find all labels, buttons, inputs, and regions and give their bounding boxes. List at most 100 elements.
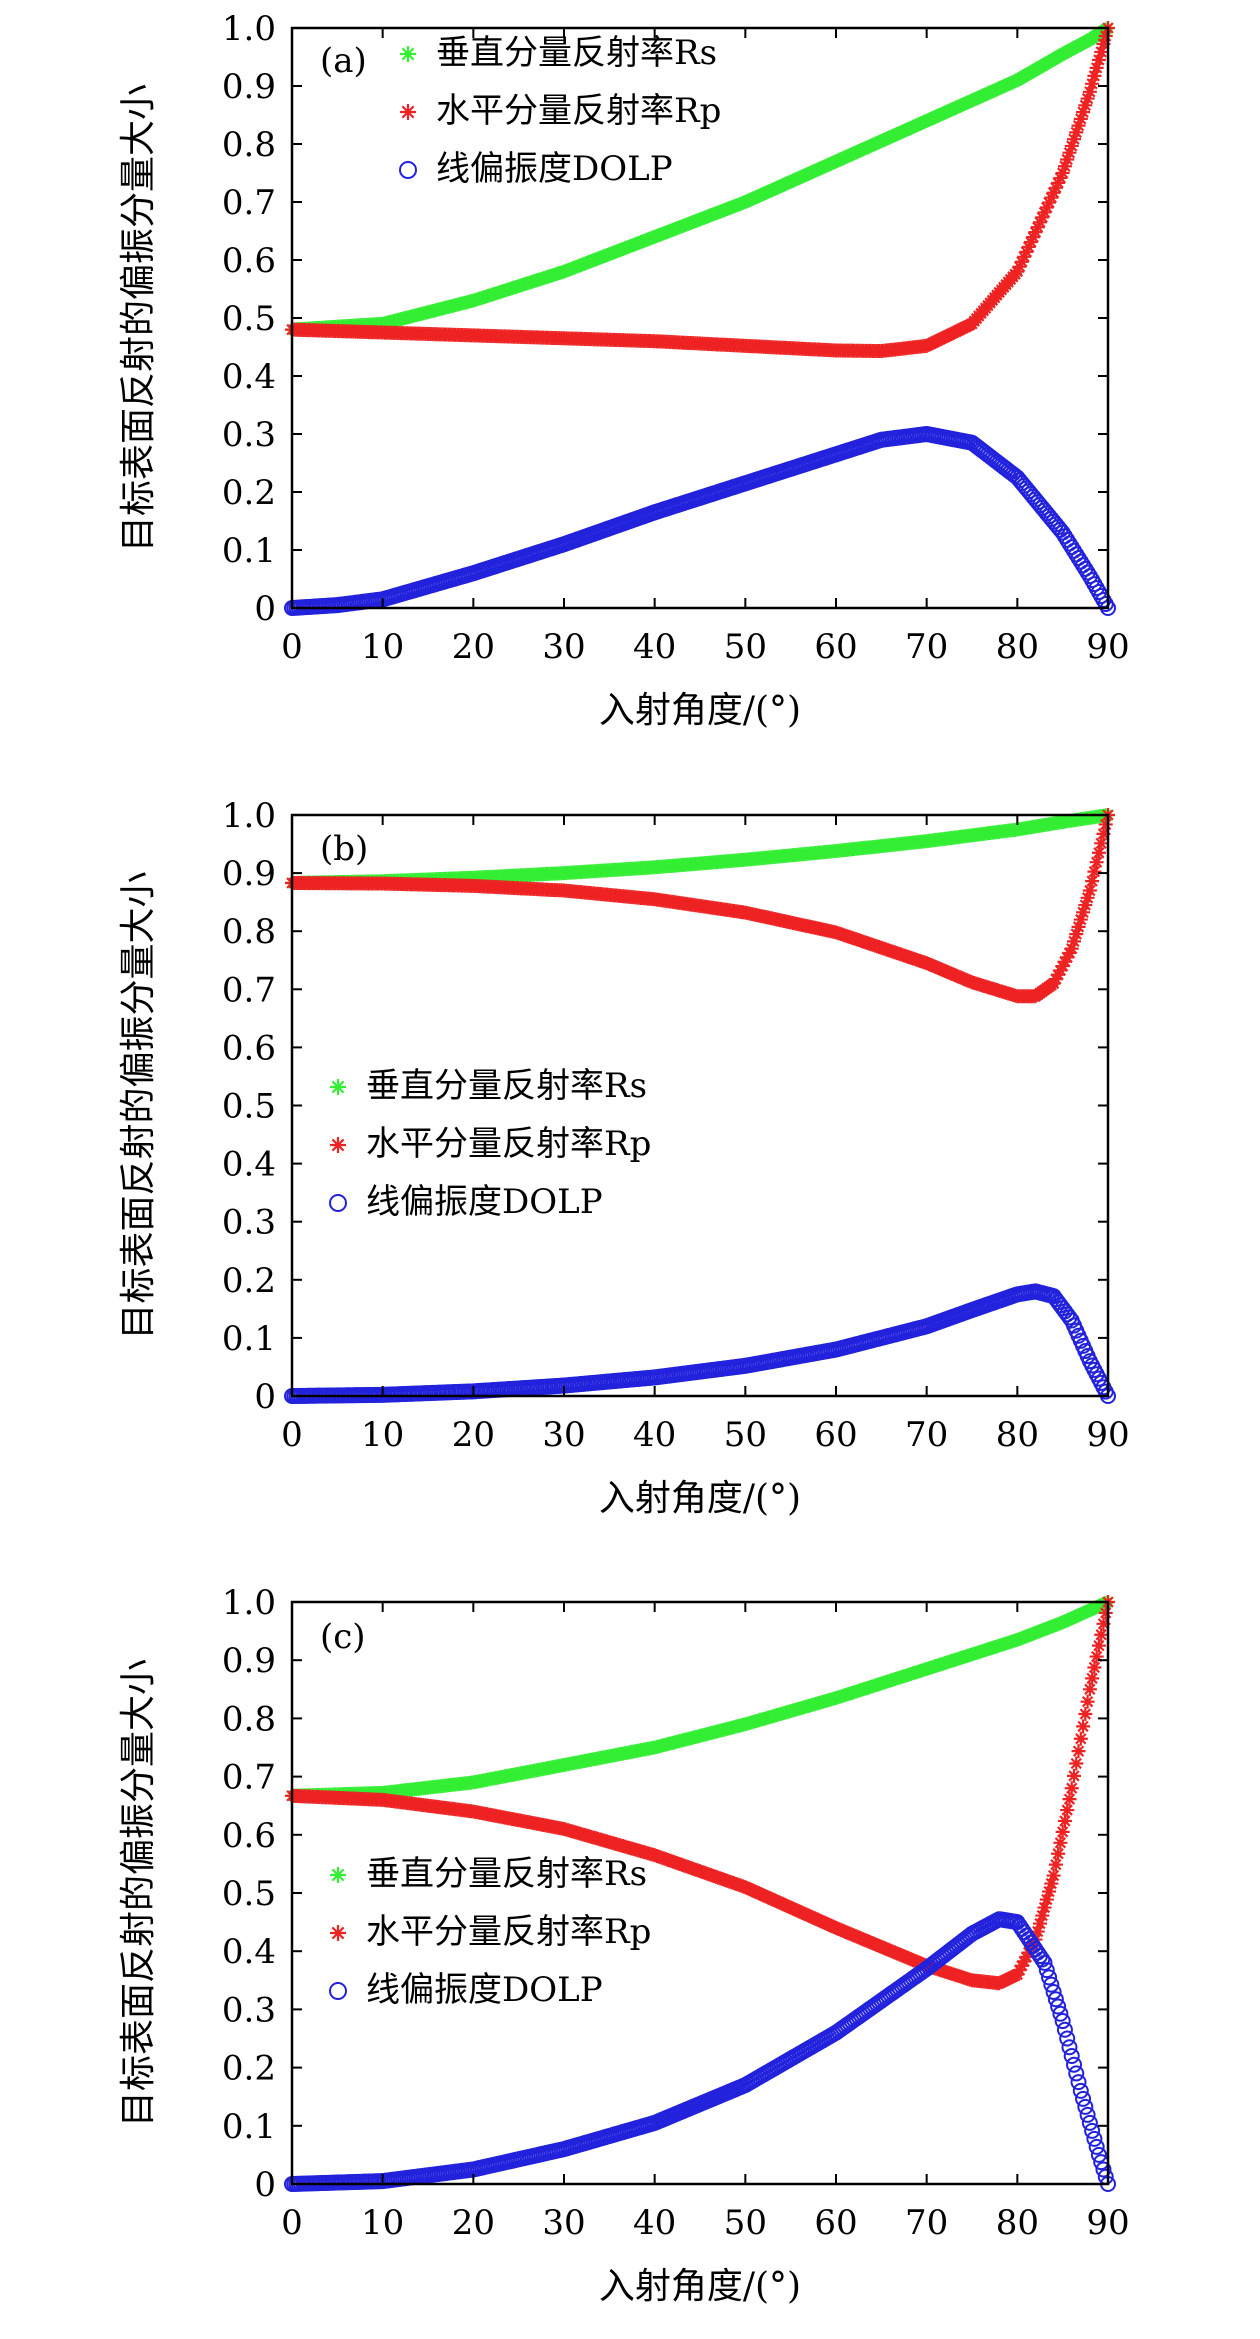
data-point <box>1067 1768 1081 1783</box>
data-point <box>1069 927 1084 942</box>
data-point <box>1043 1976 1060 1993</box>
legend-item: 线偏振度DOLP <box>329 1182 603 1222</box>
data-point <box>1035 210 1050 225</box>
data-point <box>1052 2005 1069 2022</box>
series-3 <box>284 1911 1116 2192</box>
data-point <box>1046 1868 1061 1883</box>
y-tick-label: 0.8 <box>222 1699 276 1739</box>
data-point <box>1056 2021 1073 2038</box>
x-tick-label: 80 <box>996 2203 1039 2243</box>
legend-marker <box>400 46 416 62</box>
x-tick-label: 0 <box>281 2203 303 2243</box>
legend: 垂直分量反射率Rs 水平分量反射率Rp 线偏振度DOLP <box>329 1066 651 1222</box>
data-point <box>1064 1781 1079 1796</box>
data-point <box>1019 244 1034 259</box>
y-tick-label: 1.0 <box>222 9 276 49</box>
data-point <box>1035 1908 1050 1923</box>
x-tick-label: 30 <box>542 1415 585 1455</box>
data-point <box>1080 890 1095 905</box>
y-axis-label: 目标表面反射的偏振分量大小 <box>118 84 159 552</box>
legend-label: 垂直分量反射率Rs <box>366 1854 647 1894</box>
data-point <box>1078 98 1093 113</box>
x-tick-label: 70 <box>905 627 948 667</box>
data-point <box>1039 1892 1054 1907</box>
data-point <box>1098 817 1113 832</box>
x-tick-label: 30 <box>542 627 585 667</box>
data-point <box>1062 1792 1077 1807</box>
x-tick-label: 10 <box>361 627 404 667</box>
data-point <box>1085 76 1100 91</box>
data-point <box>1053 1835 1068 1850</box>
y-tick-label: 0.3 <box>222 1990 276 2030</box>
y-tick-label: 0.7 <box>222 970 276 1010</box>
data-point <box>1051 1846 1066 1861</box>
data-point <box>1033 215 1047 230</box>
legend-label: 水平分量反射率Rp <box>366 1912 651 1952</box>
data-point <box>1063 2047 1080 2064</box>
series-2 <box>285 808 1115 1004</box>
chart-panel-3: 0 10 20 30 40 50 60 70 80 90 0 0.1 0.2 0.3 0.4 0.5 0.6 0.… <box>118 1583 1130 2307</box>
data-point <box>1039 200 1054 215</box>
y-tick-label: 0.2 <box>222 1261 276 1301</box>
x-tick-label: 50 <box>724 2203 767 2243</box>
legend: 垂直分量反射率Rs 水平分量反射率Rp 线偏振度DOLP <box>329 1854 651 2010</box>
data-point <box>1078 1707 1093 1722</box>
x-tick-label: 0 <box>281 1415 303 1455</box>
y-tick-label: 0.3 <box>222 1203 276 1243</box>
data-point <box>1046 976 1061 991</box>
data-point <box>1053 963 1068 978</box>
x-tick-label: 60 <box>814 2203 857 2243</box>
data-point <box>1014 1958 1029 1973</box>
legend-item: 水平分量反射率Rp <box>330 1124 651 1164</box>
data-point <box>1051 175 1066 190</box>
y-tick-label: 0.6 <box>222 241 276 281</box>
y-tick-label: 0.1 <box>222 531 276 571</box>
data-point <box>1057 954 1072 969</box>
legend-label: 线偏振度DOLP <box>436 149 673 189</box>
data-point <box>1019 1950 1034 1965</box>
data-point <box>1055 959 1070 974</box>
legend-label: 水平分量反射率Rp <box>436 91 721 131</box>
data-point <box>1062 145 1077 160</box>
data-point <box>1044 190 1059 205</box>
panel-label: (b) <box>320 829 368 869</box>
data-point <box>1028 225 1043 240</box>
series-3 <box>284 1283 1116 1404</box>
y-tick-label: 0.5 <box>222 299 276 339</box>
data-point <box>1087 68 1102 83</box>
y-tick-label: 0 <box>254 2165 276 2205</box>
data-point <box>1094 44 1109 59</box>
x-tick-label: 70 <box>905 1415 948 1455</box>
x-tick-label: 80 <box>996 627 1039 667</box>
x-tick-label: 20 <box>452 2203 495 2243</box>
data-point <box>1076 1719 1091 1734</box>
x-tick-label: 50 <box>724 627 767 667</box>
x-tick-label: 90 <box>1086 627 1129 667</box>
data-point <box>1060 950 1075 965</box>
legend-item: 水平分量反射率Rp <box>400 91 721 131</box>
data-point <box>1033 1916 1047 1931</box>
legend-label: 垂直分量反射率Rs <box>366 1066 647 1106</box>
data-point <box>1053 170 1068 185</box>
data-point <box>1042 195 1057 210</box>
data-point <box>1017 249 1032 264</box>
data-point <box>1086 2130 1103 2147</box>
y-tick-label: 0.6 <box>222 1028 276 1068</box>
data-point <box>1014 254 1029 269</box>
x-tick-label: 80 <box>996 1415 1039 1455</box>
x-tick-label: 40 <box>633 2203 676 2243</box>
chart-panel-2: 0 10 20 30 40 50 60 70 80 90 0 0.1 0.2 0.3 0.4 0.5 0.6 0.… <box>118 796 1130 1519</box>
data-point <box>1082 883 1097 898</box>
x-tick-label: 10 <box>361 1415 404 1455</box>
x-tick-label: 0 <box>281 627 303 667</box>
legend-marker <box>329 1982 347 2000</box>
data-point <box>1010 1967 1025 1982</box>
y-tick-label: 1.0 <box>222 796 276 836</box>
data-point <box>1030 220 1045 235</box>
data-point <box>1091 1638 1106 1653</box>
data-point <box>1059 2030 1076 2047</box>
data-point <box>1089 60 1104 75</box>
y-tick-label: 0 <box>254 589 276 629</box>
data-point <box>1046 185 1061 200</box>
data-point <box>1089 1649 1104 1664</box>
